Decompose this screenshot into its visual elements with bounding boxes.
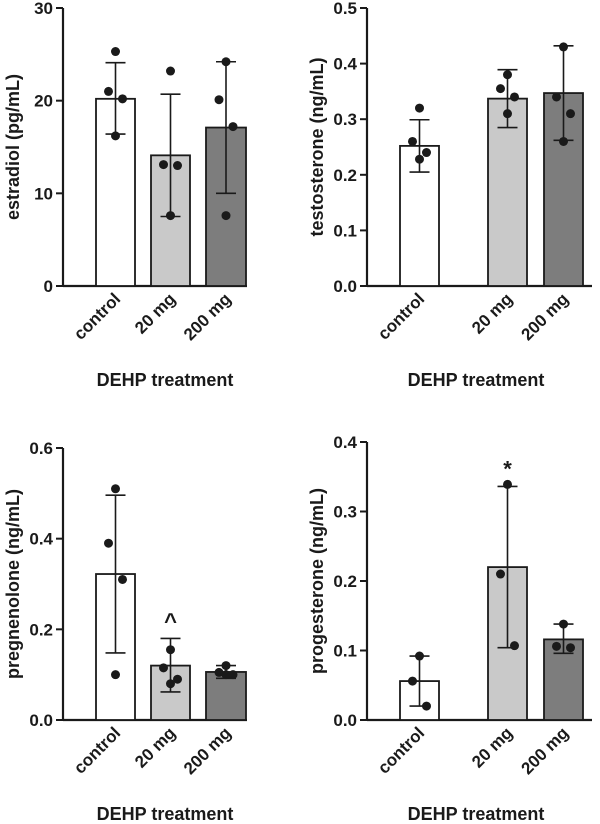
y-tick-label: 0 <box>44 277 53 296</box>
data-point <box>510 92 519 102</box>
x-category-label: 200 mg <box>180 289 235 344</box>
significance-marker: ^ <box>164 608 177 633</box>
data-point <box>408 136 417 146</box>
x-category-label: 20 mg <box>131 723 179 771</box>
y-tick-label: 0.0 <box>29 711 53 730</box>
data-point <box>104 538 113 548</box>
y-axis-title: pregnenolone (ng/mL) <box>3 489 23 679</box>
x-category-label: 200 mg <box>180 723 235 778</box>
y-tick-label: 0.3 <box>333 503 357 522</box>
data-point <box>166 679 175 689</box>
data-point <box>173 674 182 684</box>
data-point <box>566 109 575 119</box>
data-point <box>559 619 568 629</box>
y-tick-label: 10 <box>34 184 53 203</box>
chart-panel-1: 0 10 20 30 estradiol (pg/mL) control 20 mg 200 … <box>3 0 247 390</box>
data-point <box>173 161 182 171</box>
data-point <box>552 641 561 651</box>
data-point <box>559 136 568 146</box>
chart-panel-4: 0.0 0.1 0.2 0.3 0.4 progesterone (ng/mL) contr… <box>307 433 592 824</box>
x-axis-title: DEHP treatment <box>97 804 234 824</box>
data-point <box>415 154 424 164</box>
data-point <box>221 211 231 221</box>
y-axis-title: progesterone (ng/mL) <box>307 488 327 674</box>
data-point <box>159 663 168 673</box>
data-point <box>559 42 568 52</box>
y-axis-title: estradiol (pg/mL) <box>3 74 23 220</box>
x-axis-title: DEHP treatment <box>97 370 234 390</box>
data-point <box>503 70 512 80</box>
x-category-label: control <box>70 723 124 777</box>
data-point <box>166 66 175 76</box>
data-point <box>228 122 238 132</box>
y-tick-label: 0.3 <box>333 110 357 129</box>
y-tick-label: 0.0 <box>333 711 357 730</box>
x-category-label: 200 mg <box>517 723 572 778</box>
data-point <box>221 670 231 680</box>
x-category-label: 20 mg <box>468 723 516 771</box>
y-tick-label: 0.4 <box>333 55 357 74</box>
data-point <box>408 676 417 686</box>
y-tick-label: 0.1 <box>333 642 357 661</box>
bar-2 <box>487 97 528 287</box>
chart-panel-2: 0.0 0.1 0.2 0.3 0.4 0.5 testosterone (ng/mL) co… <box>307 0 592 390</box>
y-tick-label: 0.0 <box>333 277 357 296</box>
y-axis-title: testosterone (ng/mL) <box>307 57 327 236</box>
data-point <box>566 643 575 653</box>
data-point <box>496 569 505 579</box>
data-point <box>111 484 120 494</box>
data-point <box>159 160 168 170</box>
y-tick-label: 0.4 <box>333 433 357 452</box>
data-point <box>104 86 113 96</box>
x-category-label: control <box>374 289 428 343</box>
significance-marker: * <box>503 456 512 481</box>
data-point <box>111 47 120 57</box>
y-tick-label: 0.2 <box>333 166 357 185</box>
data-point <box>503 479 512 489</box>
data-point <box>111 670 120 680</box>
x-category-label: control <box>70 289 124 343</box>
x-category-label: control <box>374 723 428 777</box>
data-point <box>228 670 238 680</box>
data-point <box>221 661 231 671</box>
data-point <box>214 95 224 105</box>
data-point <box>166 211 175 221</box>
data-point <box>118 94 127 104</box>
data-point <box>503 109 512 119</box>
data-point <box>111 131 120 141</box>
x-category-label: 20 mg <box>468 289 516 337</box>
data-point <box>422 701 431 711</box>
chart-panel-3: 0.0 0.2 0.4 0.6 pregnenolone (ng/mL) control ^… <box>3 439 247 824</box>
data-point <box>415 103 424 113</box>
data-point <box>496 84 505 94</box>
x-category-label: 200 mg <box>517 289 572 344</box>
y-tick-label: 0.2 <box>29 620 53 639</box>
y-tick-label: 0.5 <box>333 0 357 18</box>
data-point <box>166 645 175 655</box>
data-point <box>510 641 519 651</box>
x-axis-title: DEHP treatment <box>408 804 545 824</box>
data-point <box>552 92 561 102</box>
y-tick-label: 0.2 <box>333 572 357 591</box>
y-tick-label: 30 <box>34 0 53 18</box>
y-tick-label: 0.6 <box>29 439 53 458</box>
y-tick-label: 0.4 <box>29 530 53 549</box>
y-tick-label: 20 <box>34 92 53 111</box>
data-point <box>422 148 431 158</box>
x-axis-title: DEHP treatment <box>408 370 545 390</box>
data-point <box>118 574 127 584</box>
y-tick-label: 0.1 <box>333 221 357 240</box>
x-category-label: 20 mg <box>131 289 179 337</box>
data-point <box>221 57 231 67</box>
data-point <box>415 651 424 661</box>
data-point <box>214 667 224 677</box>
